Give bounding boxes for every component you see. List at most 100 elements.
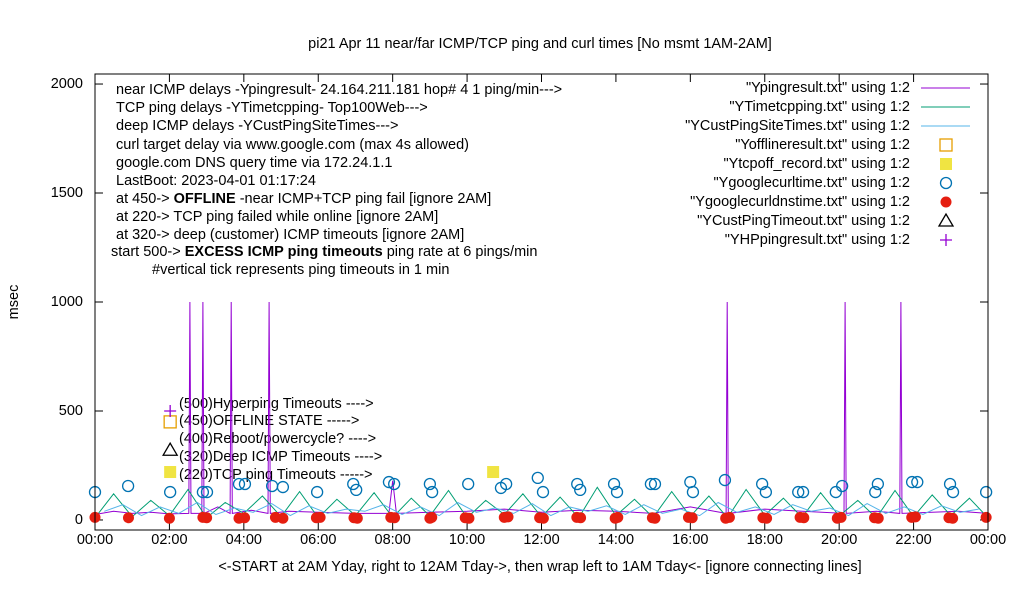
y-tick-label: 500: [59, 403, 83, 419]
info-text: TCP ping delays -YTimetcpping- Top100Web…: [116, 100, 428, 116]
info-line: at 220-> TCP ping failed while online [i…: [116, 209, 438, 225]
legend-label: "YTimetcpping.txt" using 1:2: [729, 99, 910, 115]
info-text: deep ICMP delays -YCustPingSiteTimes--->: [116, 118, 398, 134]
info-text: at 320-> deep (customer) ICMP timeouts […: [116, 227, 464, 243]
point: [610, 485, 624, 499]
x-tick-label: 22:00: [895, 532, 931, 548]
point: [314, 511, 326, 523]
legend-label: "Yofflineresult.txt" using 1:2: [735, 137, 910, 153]
info-text: ping rate at 6 pings/min: [383, 244, 538, 260]
marker-label: (400)Reboot/powercycle? ---->: [179, 431, 376, 447]
info-text: -near ICMP+TCP ping fail [ignore 2AM]: [236, 191, 492, 207]
info-text: OFFLINE: [174, 191, 236, 207]
info-text: #vertical tick represents ping timeouts …: [152, 262, 449, 278]
point: [612, 511, 624, 523]
point: [164, 404, 177, 417]
point: [648, 477, 662, 491]
info-line: at 320-> deep (customer) ICMP timeouts […: [116, 227, 464, 243]
info-line: #vertical tick represents ping timeouts …: [152, 262, 449, 278]
point: [979, 485, 993, 499]
point: [796, 485, 810, 499]
point: [502, 511, 514, 523]
info-line: google.com DNS query time via 172.24.1.1: [116, 155, 392, 171]
point: [277, 512, 289, 524]
point: [232, 477, 246, 491]
y-tick-label: 0: [75, 512, 83, 528]
x-tick-label: 00:00: [77, 532, 113, 548]
info-line: at 450-> OFFLINE -near ICMP+TCP ping fai…: [116, 191, 491, 207]
y-tick-label: 1000: [51, 294, 83, 310]
point: [905, 475, 919, 489]
point: [531, 471, 544, 485]
point: [686, 512, 698, 524]
info-text: google.com DNS query time via 172.24.1.1: [116, 155, 392, 171]
x-tick-label: 14:00: [598, 532, 634, 548]
info-text: LastBoot: 2023-04-01 01:17:24: [116, 173, 316, 189]
legend-label: "YCustPingSiteTimes.txt" using 1:2: [685, 118, 910, 134]
legend-swatch: [940, 158, 952, 170]
x-tick-label: 12:00: [523, 532, 559, 548]
point: [200, 485, 214, 499]
legend-label: "Ygooglecurldnstime.txt" using 1:2: [690, 194, 910, 210]
point: [462, 477, 475, 491]
point: [350, 483, 363, 497]
info-line: TCP ping delays -YTimetcpping- Top100Web…: [116, 100, 428, 116]
legend-label: "Ypingresult.txt" using 1:2: [746, 80, 910, 96]
point: [239, 512, 251, 524]
x-tick-label: 02:00: [151, 532, 187, 548]
info-text: EXCESS ICMP ping timeouts: [185, 244, 383, 260]
point: [943, 477, 957, 491]
legend-label: "YCustPingTimeout.txt" using 1:2: [697, 213, 910, 229]
info-line: start 500-> EXCESS ICMP ping timeouts pi…: [111, 244, 537, 260]
marker-label: (450)OFFLINE STATE ----->: [179, 413, 359, 429]
point: [500, 477, 513, 491]
point: [911, 475, 924, 489]
chart-title: pi21 Apr 11 near/far ICMP/TCP ping and c…: [308, 36, 772, 52]
plot-border: [94, 73, 989, 531]
point: [644, 477, 658, 491]
x-tick-label: 06:00: [300, 532, 336, 548]
info-line: curl target delay via www.google.com (ma…: [116, 137, 469, 153]
point: [909, 511, 921, 523]
info-line: LastBoot: 2023-04-01 01:17:24: [116, 173, 316, 189]
point: [163, 415, 177, 429]
x-tick-label: 16:00: [672, 532, 708, 548]
point: [201, 512, 213, 524]
info-text: at 220-> TCP ping failed while online [i…: [116, 209, 438, 225]
point: [718, 473, 732, 487]
point: [425, 485, 439, 499]
point: [759, 485, 773, 499]
point: [347, 477, 360, 491]
point: [684, 475, 697, 489]
info-text: curl target delay via www.google.com (ma…: [116, 137, 469, 153]
info-line: near ICMP delays -Ypingresult- 24.164.21…: [116, 82, 562, 98]
point: [423, 477, 437, 491]
point: [571, 477, 584, 491]
point: [686, 485, 700, 499]
legend-swatch: [940, 234, 952, 246]
legend-label: "YHPpingresult.txt" using 1:2: [725, 232, 910, 248]
point: [575, 512, 587, 524]
x-tick-label: 04:00: [226, 532, 262, 548]
point: [792, 485, 805, 499]
point: [163, 512, 175, 524]
x-tick-label: 18:00: [747, 532, 783, 548]
info-text: at 450->: [116, 191, 174, 207]
y-axis-label: msec: [6, 285, 22, 320]
info-line: deep ICMP delays -YCustPingSiteTimes--->: [116, 118, 398, 134]
legend-label: "Ygooglecurltime.txt" using 1:2: [714, 175, 910, 191]
legend-swatch: [939, 138, 953, 152]
point: [388, 477, 401, 491]
point: [122, 512, 134, 524]
y-tick-label: 1500: [51, 185, 83, 201]
point: [310, 485, 324, 499]
legend-label: "Ytcpoff_record.txt" using 1:2: [723, 156, 910, 172]
legend-swatch: [940, 196, 952, 208]
point: [798, 512, 810, 524]
point: [351, 512, 363, 524]
point: [869, 485, 882, 499]
point: [755, 477, 769, 491]
marker-label: (320)Deep ICMP Timeouts ---->: [179, 449, 382, 465]
point: [162, 441, 179, 456]
